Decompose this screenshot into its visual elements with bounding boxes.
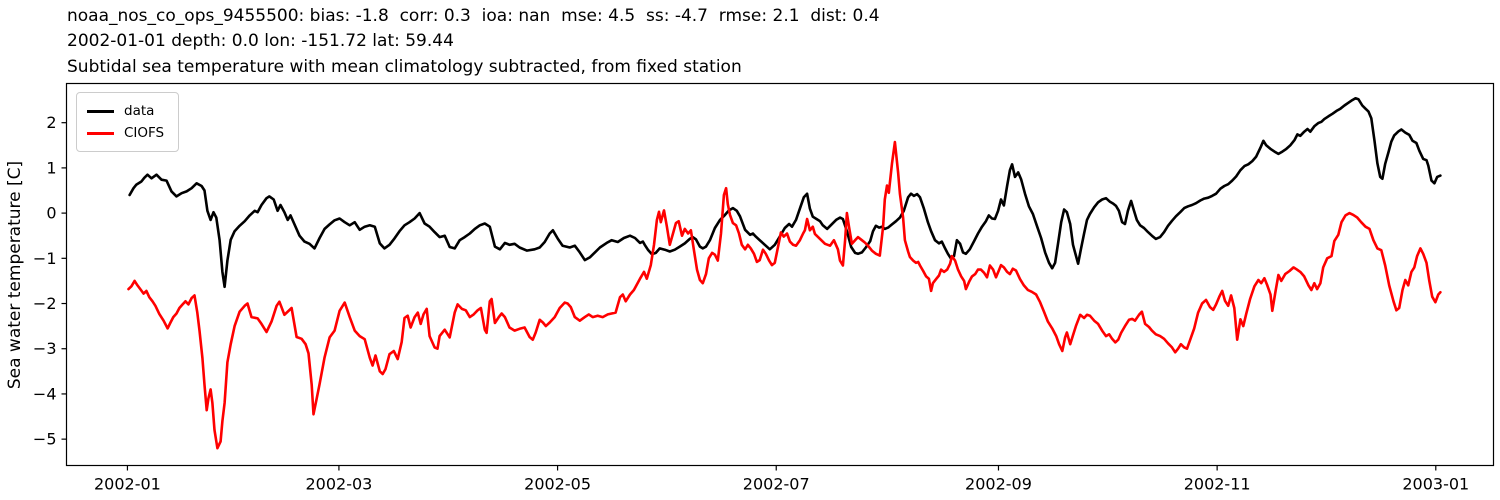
x-tick-label: 2002-07 bbox=[743, 475, 810, 494]
series-line-ciofs bbox=[127, 140, 1442, 450]
title-description: Subtidal sea temperature with mean clima… bbox=[67, 57, 742, 77]
legend-item-data: data bbox=[87, 100, 164, 122]
x-tick-label: 2002-11 bbox=[1184, 475, 1251, 494]
x-tick-label: 2002-09 bbox=[965, 475, 1032, 494]
legend-line-swatch bbox=[87, 131, 114, 135]
legend-item-ciofs: CIOFS bbox=[87, 122, 164, 144]
y-tick-label: −5 bbox=[33, 430, 57, 449]
y-axis-label: Sea water temperature [C] bbox=[5, 160, 25, 390]
y-tick-label: −3 bbox=[33, 339, 57, 358]
y-tick-label: −1 bbox=[33, 249, 57, 268]
legend-line-swatch bbox=[87, 109, 114, 113]
axes-spines bbox=[65, 82, 1495, 467]
y-tick-label: 0 bbox=[46, 204, 56, 223]
y-tick-label: −4 bbox=[33, 384, 57, 403]
title-metrics: noaa_nos_co_ops_9455500: bias: -1.8 corr… bbox=[67, 6, 880, 26]
y-tick-label: 1 bbox=[46, 158, 56, 177]
legend-label: CIOFS bbox=[124, 125, 165, 141]
y-tick-label: −2 bbox=[33, 294, 57, 313]
title-station-info: 2002-01-01 depth: 0.0 lon: -151.72 lat: … bbox=[67, 31, 454, 51]
y-tick-label: 2 bbox=[46, 113, 56, 132]
series-line-data bbox=[128, 97, 1442, 289]
legend: data CIOFS bbox=[76, 92, 180, 152]
x-tick-label: 2002-05 bbox=[524, 475, 591, 494]
x-tick-label: 2002-03 bbox=[305, 475, 372, 494]
x-tick-label: 2003-01 bbox=[1402, 475, 1469, 494]
legend-label: data bbox=[124, 103, 155, 119]
x-tick-label: 2002-01 bbox=[94, 475, 161, 494]
